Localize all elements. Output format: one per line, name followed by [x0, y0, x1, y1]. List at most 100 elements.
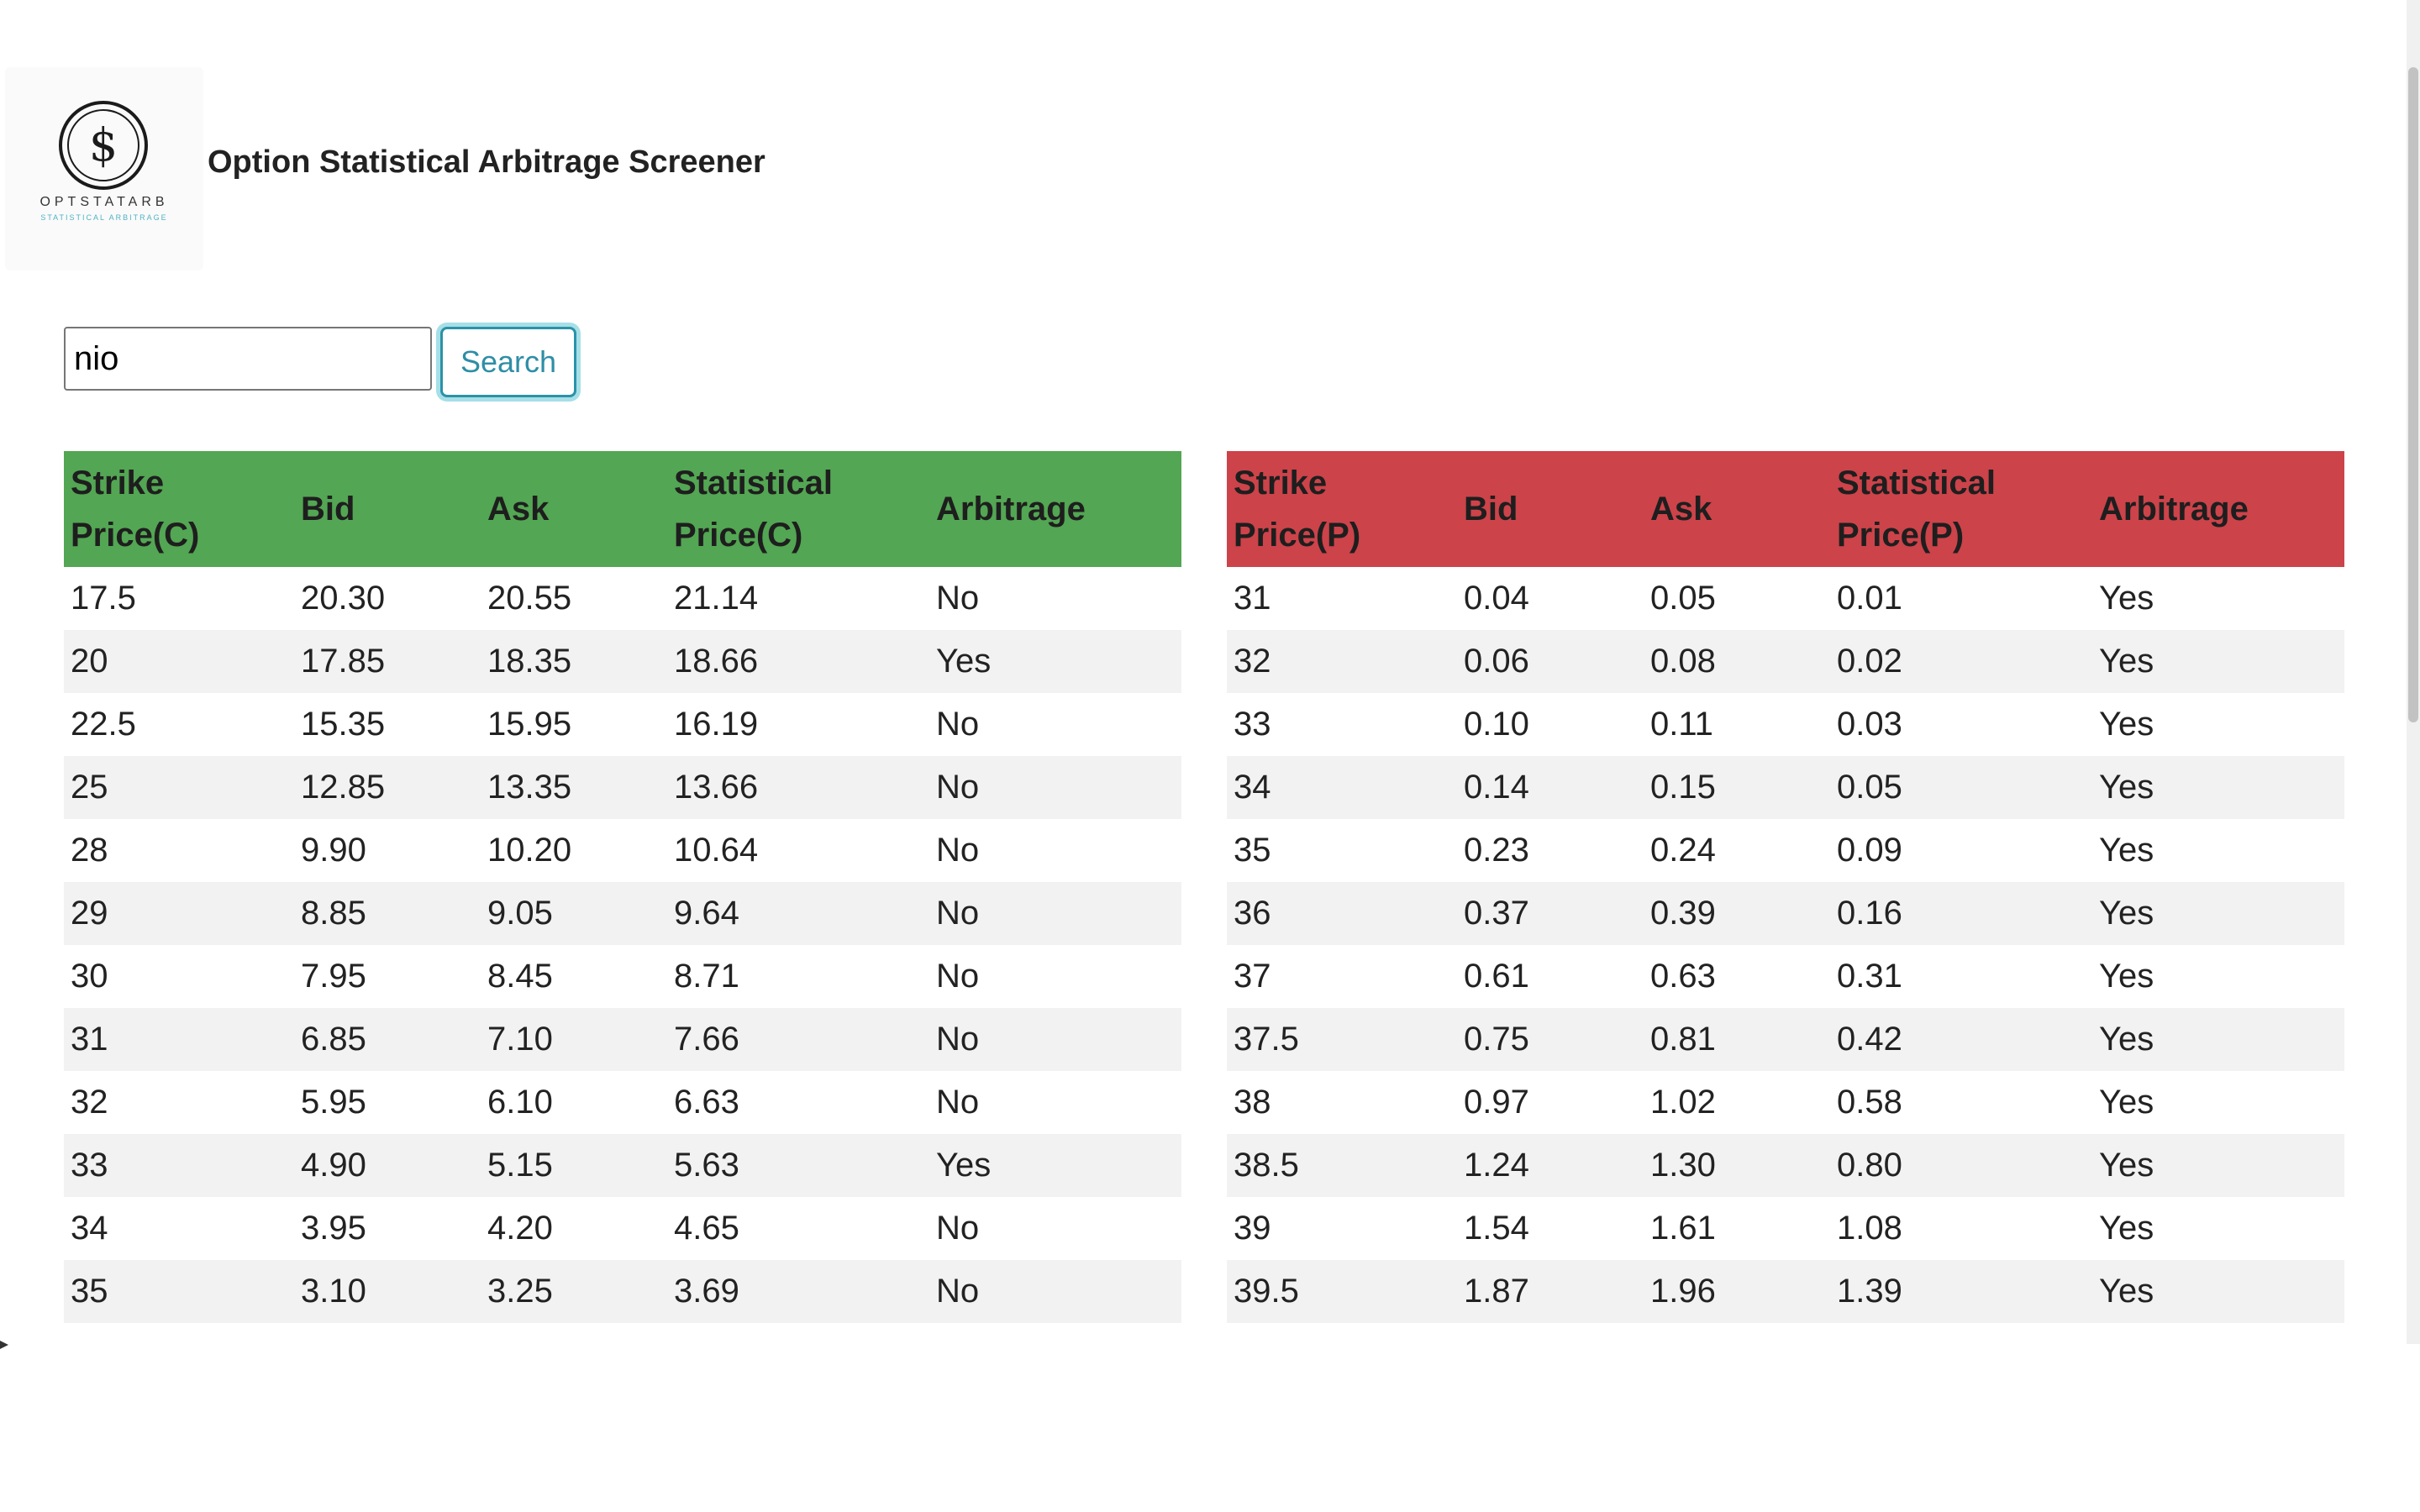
ask-cell: 1.30 [1644, 1134, 1830, 1197]
ask-cell: 9.05 [481, 882, 667, 945]
ask-cell: 8.45 [481, 945, 667, 1008]
bid-cell: 20.30 [294, 567, 481, 630]
arbitrage-cell: Yes [2092, 1197, 2344, 1260]
dollar-circle-icon: $ [59, 101, 148, 190]
statistical-price-cell: 1.08 [1830, 1197, 2092, 1260]
column-header-bid[interactable]: Bid [294, 451, 481, 567]
statistical-price-cell: 0.16 [1830, 882, 2092, 945]
ask-cell: 0.24 [1644, 819, 1830, 882]
bid-cell: 17.85 [294, 630, 481, 693]
table-row: 34 3.95 4.20 4.65 No [64, 1197, 1181, 1260]
bid-cell: 0.14 [1457, 756, 1644, 819]
column-header-arbitrage[interactable]: Arbitrage [929, 451, 1181, 567]
strike-cell: 28 [64, 819, 294, 882]
arbitrage-cell: No [929, 693, 1181, 756]
ask-cell: 0.81 [1644, 1008, 1830, 1071]
puts-table: Strike Price(P) Bid Ask Statistical Price(… [1227, 451, 2344, 1323]
arbitrage-cell: No [929, 1071, 1181, 1134]
puts-table-body: 31 0.04 0.05 0.01 Yes 32 0.06 0.08 0.02 Yes 33 0.10… [1227, 567, 2344, 1323]
arbitrage-cell: Yes [2092, 756, 2344, 819]
calls-table-header: Strike Price(C) Bid Ask Statistical Price(… [64, 451, 1181, 567]
logo: $ OPTSTATARB STATISTICAL ARBITRAGE [5, 67, 203, 270]
table-row: 35 0.23 0.24 0.09 Yes [1227, 819, 2344, 882]
table-row: 22.5 15.35 15.95 16.19 No [64, 693, 1181, 756]
table-row: 39 1.54 1.61 1.08 Yes [1227, 1197, 2344, 1260]
ask-cell: 5.15 [481, 1134, 667, 1197]
statistical-price-cell: 0.31 [1830, 945, 2092, 1008]
search-button[interactable]: Search [440, 327, 576, 397]
table-row: 32 0.06 0.08 0.02 Yes [1227, 630, 2344, 693]
column-header-ask[interactable]: Ask [481, 451, 667, 567]
column-header-strike[interactable]: Strike Price(P) [1227, 451, 1457, 567]
arbitrage-cell: Yes [2092, 1134, 2344, 1197]
column-header-statistical-price[interactable]: Statistical Price(C) [667, 451, 929, 567]
strike-cell: 38.5 [1227, 1134, 1457, 1197]
arbitrage-cell: No [929, 945, 1181, 1008]
ask-cell: 0.05 [1644, 567, 1830, 630]
logo-tagline: STATISTICAL ARBITRAGE [40, 213, 168, 222]
bid-cell: 3.10 [294, 1260, 481, 1323]
resize-arrow-icon [0, 1341, 8, 1349]
ask-cell: 0.08 [1644, 630, 1830, 693]
statistical-price-cell: 7.66 [667, 1008, 929, 1071]
ask-cell: 15.95 [481, 693, 667, 756]
statistical-price-cell: 10.64 [667, 819, 929, 882]
table-row: 33 0.10 0.11 0.03 Yes [1227, 693, 2344, 756]
statistical-price-cell: 3.69 [667, 1260, 929, 1323]
ask-cell: 7.10 [481, 1008, 667, 1071]
bid-cell: 3.95 [294, 1197, 481, 1260]
bid-cell: 9.90 [294, 819, 481, 882]
page-header: $ OPTSTATARB STATISTICAL ARBITRAGE Optio… [0, 67, 1008, 277]
statistical-price-cell: 5.63 [667, 1134, 929, 1197]
strike-cell: 38 [1227, 1071, 1457, 1134]
column-header-ask[interactable]: Ask [1644, 451, 1830, 567]
ask-cell: 0.63 [1644, 945, 1830, 1008]
bid-cell: 0.75 [1457, 1008, 1644, 1071]
statistical-price-cell: 18.66 [667, 630, 929, 693]
strike-cell: 36 [1227, 882, 1457, 945]
puts-table-header: Strike Price(P) Bid Ask Statistical Price(… [1227, 451, 2344, 567]
table-row: 20 17.85 18.35 18.66 Yes [64, 630, 1181, 693]
strike-cell: 32 [64, 1071, 294, 1134]
strike-cell: 37 [1227, 945, 1457, 1008]
statistical-price-cell: 0.02 [1830, 630, 2092, 693]
search-input[interactable] [64, 327, 432, 391]
ask-cell: 6.10 [481, 1071, 667, 1134]
ask-cell: 0.39 [1644, 882, 1830, 945]
arbitrage-cell: Yes [929, 1134, 1181, 1197]
ask-cell: 13.35 [481, 756, 667, 819]
strike-cell: 35 [1227, 819, 1457, 882]
ask-cell: 3.25 [481, 1260, 667, 1323]
arbitrage-cell: Yes [2092, 819, 2344, 882]
table-row: 29 8.85 9.05 9.64 No [64, 882, 1181, 945]
ask-cell: 18.35 [481, 630, 667, 693]
statistical-price-cell: 0.03 [1830, 693, 2092, 756]
scrollbar-thumb[interactable] [2408, 67, 2418, 722]
bid-cell: 1.24 [1457, 1134, 1644, 1197]
column-header-strike[interactable]: Strike Price(C) [64, 451, 294, 567]
column-header-arbitrage[interactable]: Arbitrage [2092, 451, 2344, 567]
bid-cell: 0.10 [1457, 693, 1644, 756]
ask-cell: 1.61 [1644, 1197, 1830, 1260]
column-header-statistical-price[interactable]: Statistical Price(P) [1830, 451, 2092, 567]
table-row: 32 5.95 6.10 6.63 No [64, 1071, 1181, 1134]
strike-cell: 31 [64, 1008, 294, 1071]
statistical-price-cell: 0.09 [1830, 819, 2092, 882]
table-row: 35 3.10 3.25 3.69 No [64, 1260, 1181, 1323]
bid-cell: 5.95 [294, 1071, 481, 1134]
strike-cell: 30 [64, 945, 294, 1008]
strike-cell: 31 [1227, 567, 1457, 630]
bid-cell: 7.95 [294, 945, 481, 1008]
table-row: 36 0.37 0.39 0.16 Yes [1227, 882, 2344, 945]
table-row: 17.5 20.30 20.55 21.14 No [64, 567, 1181, 630]
table-row: 33 4.90 5.15 5.63 Yes [64, 1134, 1181, 1197]
column-header-bid[interactable]: Bid [1457, 451, 1644, 567]
arbitrage-cell: Yes [2092, 693, 2344, 756]
calls-table-body: 17.5 20.30 20.55 21.14 No 20 17.85 18.35 18.66 Ye… [64, 567, 1181, 1323]
table-row: 38 0.97 1.02 0.58 Yes [1227, 1071, 2344, 1134]
arbitrage-cell: Yes [2092, 1008, 2344, 1071]
table-row: 39.5 1.87 1.96 1.39 Yes [1227, 1260, 2344, 1323]
bid-cell: 0.23 [1457, 819, 1644, 882]
table-row: 30 7.95 8.45 8.71 No [64, 945, 1181, 1008]
strike-cell: 39 [1227, 1197, 1457, 1260]
